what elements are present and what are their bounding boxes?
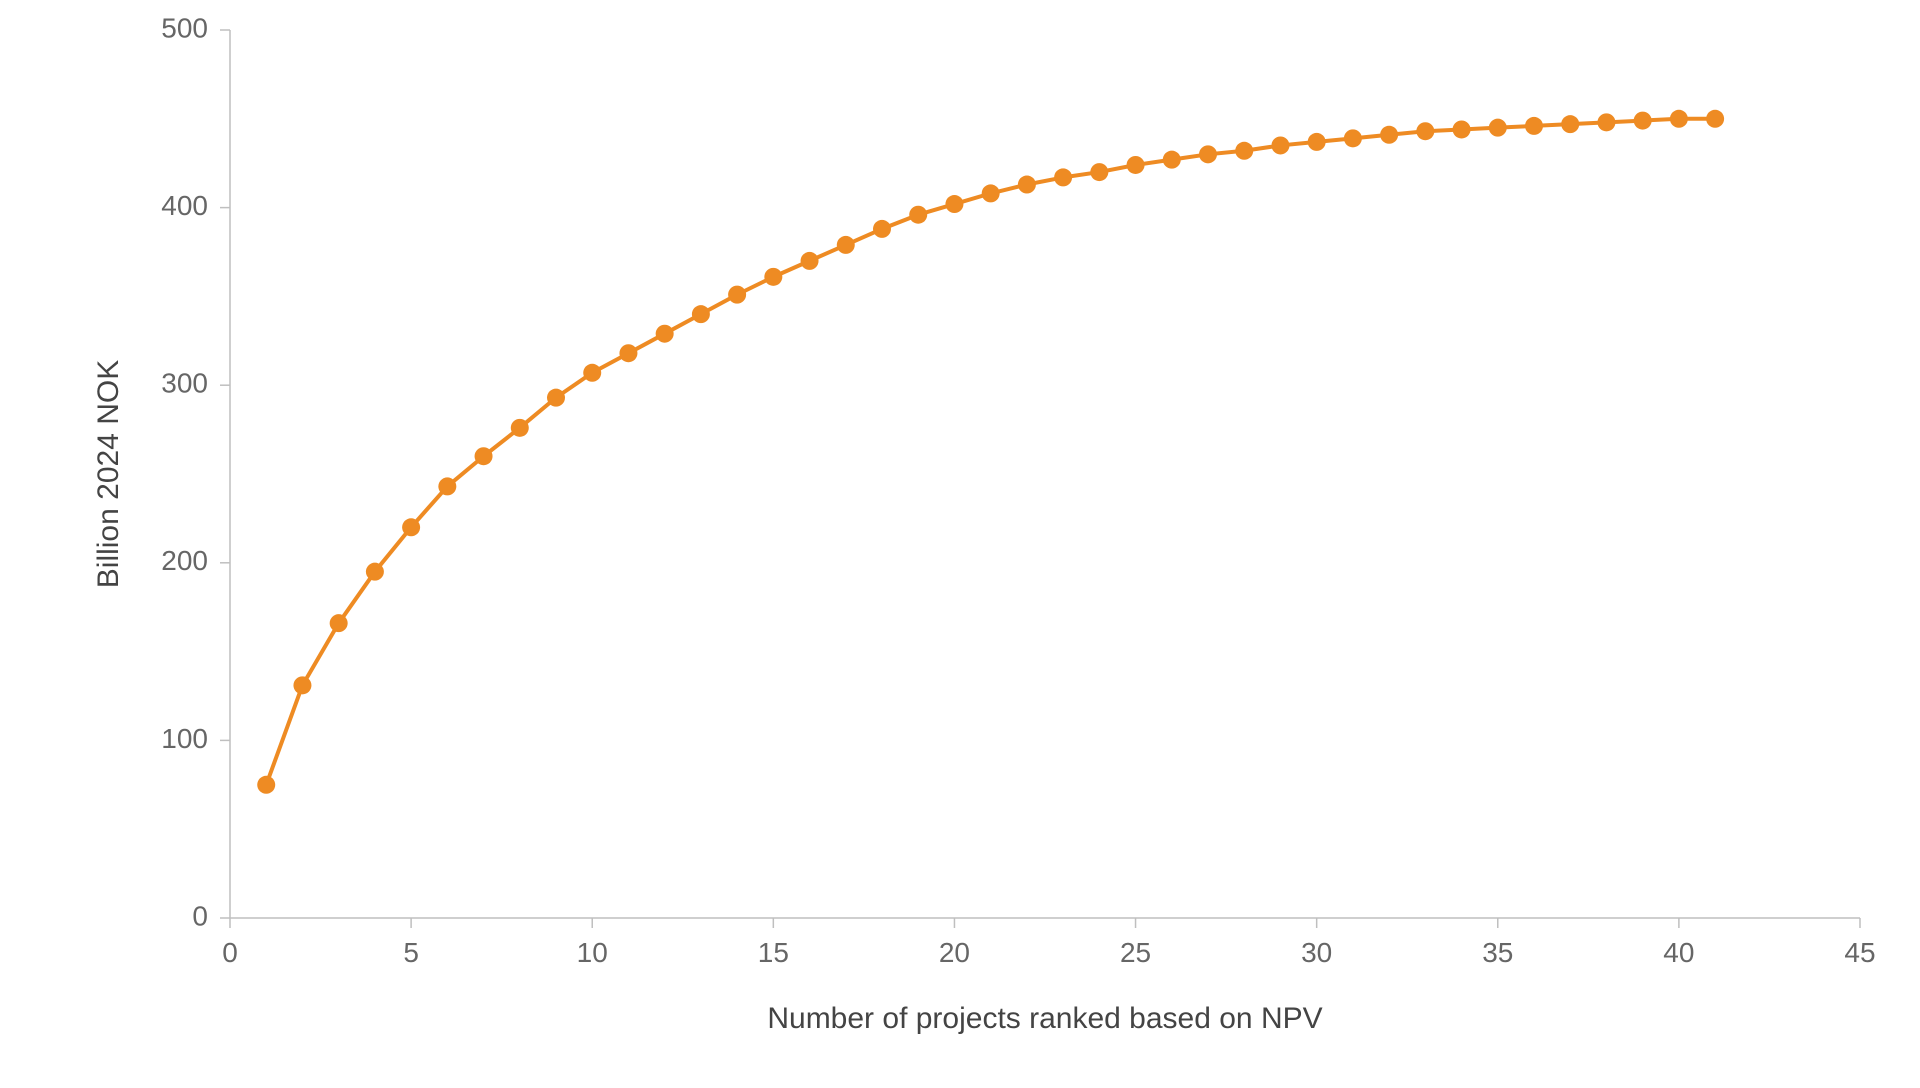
series-marker (1453, 120, 1471, 138)
series-marker (1235, 142, 1253, 160)
x-axis-tick-label: 40 (1663, 937, 1694, 968)
series-marker (257, 776, 275, 794)
chart-background (0, 0, 1920, 1088)
series-marker (1561, 115, 1579, 133)
series-marker (1090, 163, 1108, 181)
series-marker (909, 206, 927, 224)
series-marker (1380, 126, 1398, 144)
y-axis-tick-label: 200 (161, 545, 208, 576)
y-axis-tick-label: 400 (161, 190, 208, 221)
series-marker (293, 676, 311, 694)
series-marker (619, 344, 637, 362)
series-marker (330, 614, 348, 632)
x-axis-tick-label: 0 (222, 937, 238, 968)
x-axis-tick-label: 5 (403, 937, 419, 968)
series-marker (1670, 110, 1688, 128)
x-axis-tick-label: 10 (577, 937, 608, 968)
series-marker (1525, 117, 1543, 135)
chart-svg: 0 100 200 300 400 500 0 5 10 15 20 25 30 35 40 45 Billio… (0, 0, 1920, 1088)
series-marker (1706, 110, 1724, 128)
y-axis-tick-label: 0 (192, 900, 208, 931)
series-marker (547, 389, 565, 407)
series-marker (1597, 113, 1615, 131)
y-axis-tick-label: 100 (161, 723, 208, 754)
x-axis-tick-label: 15 (758, 937, 789, 968)
series-marker (1054, 168, 1072, 186)
series-marker (511, 419, 529, 437)
series-marker (728, 286, 746, 304)
series-marker (366, 563, 384, 581)
series-marker (692, 305, 710, 323)
series-marker (1489, 119, 1507, 137)
y-axis-title: Billion 2024 NOK (92, 360, 125, 588)
series-marker (438, 477, 456, 495)
x-axis-tick-label: 25 (1120, 937, 1151, 968)
series-marker (837, 236, 855, 254)
x-axis-tick-label: 45 (1844, 937, 1875, 968)
series-marker (801, 252, 819, 270)
series-marker (945, 195, 963, 213)
series-marker (1308, 133, 1326, 151)
series-marker (764, 268, 782, 286)
series-marker (583, 364, 601, 382)
series-marker (1416, 122, 1434, 140)
series-marker (656, 325, 674, 343)
series-marker (1344, 129, 1362, 147)
x-axis-tick-label: 35 (1482, 937, 1513, 968)
series-marker (1127, 156, 1145, 174)
npv-chart: 0 100 200 300 400 500 0 5 10 15 20 25 30 35 40 45 Billio… (0, 0, 1920, 1088)
series-marker (1018, 176, 1036, 194)
series-marker (982, 184, 1000, 202)
series-marker (402, 518, 420, 536)
x-axis-tick-label: 20 (939, 937, 970, 968)
x-axis-title: Number of projects ranked based on NPV (767, 1002, 1322, 1035)
y-axis-tick-label: 300 (161, 368, 208, 399)
series-marker (475, 447, 493, 465)
series-marker (1163, 151, 1181, 169)
y-axis-tick-label: 500 (161, 12, 208, 43)
series-marker (873, 220, 891, 238)
x-axis-tick-label: 30 (1301, 937, 1332, 968)
series-marker (1271, 136, 1289, 154)
series-marker (1634, 112, 1652, 130)
series-marker (1199, 145, 1217, 163)
